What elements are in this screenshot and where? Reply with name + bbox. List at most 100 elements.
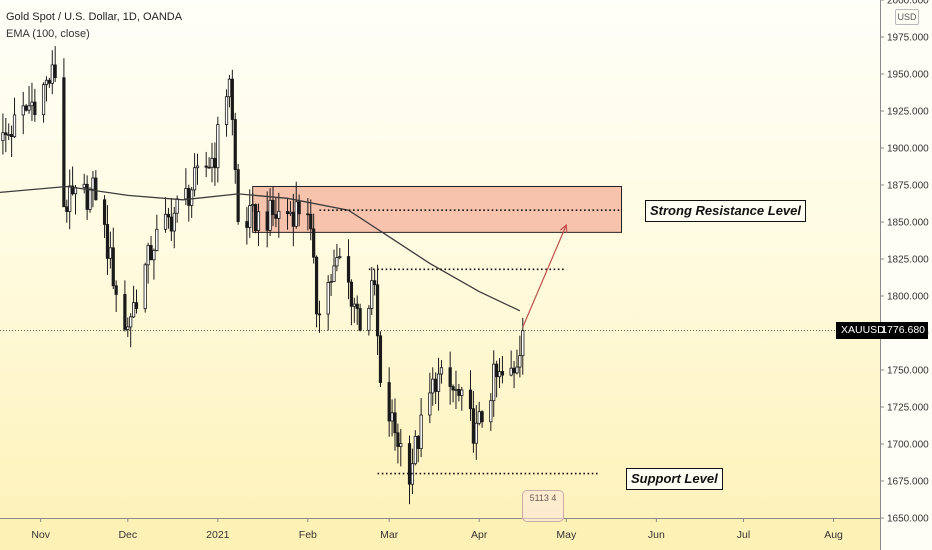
y-tick-label: 1800.000: [887, 292, 929, 303]
candle-bear: [149, 245, 153, 261]
candle-bull: [12, 114, 17, 138]
x-tick-label: Dec: [118, 529, 137, 541]
candle-bull: [7, 134, 11, 136]
candle-bull: [30, 101, 34, 107]
candle-bear: [47, 79, 51, 84]
price-axis: 1650.000 1675.000 1700.000 1725.000 1750.000…: [880, 0, 932, 550]
candle-bear: [62, 77, 66, 208]
y-tick-label: 1975.000: [887, 33, 929, 44]
candle-bull: [439, 367, 444, 375]
candle-bull: [460, 389, 464, 396]
candle-bear: [471, 408, 475, 444]
candle-bull: [390, 412, 394, 422]
candle-bear: [123, 294, 127, 330]
candle-bear: [233, 119, 237, 170]
candle-bull: [192, 167, 197, 191]
candle-bull: [184, 188, 188, 200]
candle-bull: [370, 280, 374, 309]
candle-bull: [68, 185, 72, 212]
candle-bull: [521, 330, 525, 357]
candle-bear: [187, 188, 191, 206]
x-tick-label: May: [556, 529, 577, 541]
x-tick-label: 2021: [206, 529, 230, 541]
y-tick-label: 1825.000: [887, 255, 929, 266]
candle-bull: [172, 212, 176, 232]
candle-bull: [21, 105, 25, 116]
candle-bull: [268, 199, 272, 231]
candle-bull: [431, 378, 435, 394]
candle-bull: [515, 366, 519, 374]
time-axis: Nov Dec 2021 Feb Mar Apr May Jun Jul Aug: [0, 518, 880, 550]
resistance-label: Strong Resistance Level: [645, 200, 806, 222]
candle-bear: [134, 302, 139, 309]
candle-bull: [497, 371, 502, 378]
candle-bear: [4, 132, 8, 136]
y-tick-label: 1900.000: [887, 144, 929, 155]
candle-bull: [190, 189, 194, 206]
candle-bear: [407, 443, 412, 485]
candle-bear: [358, 308, 362, 331]
x-tick-label: Aug: [824, 529, 843, 541]
candle-bull: [88, 188, 92, 210]
candle-bull: [419, 414, 423, 449]
y-tick-label: 1700.000: [887, 440, 929, 451]
support-label: Support Level: [626, 468, 723, 490]
candle-bear: [24, 105, 28, 111]
candle-bull: [195, 165, 200, 169]
candle-bear: [495, 363, 499, 378]
candle-bull: [477, 411, 481, 424]
candle-bear: [33, 101, 37, 116]
watermark-text: 5113 4: [529, 493, 557, 503]
candle-bull: [129, 316, 133, 328]
candle-bull: [146, 245, 150, 266]
y-tick-label: 1950.000: [887, 70, 929, 81]
time-axis-panel: [0, 518, 880, 550]
y-tick-label: 2000.000: [887, 0, 929, 7]
candle-bear: [85, 183, 89, 210]
y-tick-label: 1750.000: [887, 366, 929, 377]
current-price-tag: XAUUSD 1776.680: [836, 322, 928, 339]
x-tick-label: Jun: [648, 529, 665, 541]
watermark-stamp: 5113 4: [522, 490, 564, 522]
indicator-label: EMA (100, close): [6, 28, 90, 40]
candle-bull: [50, 64, 54, 84]
candle-bull: [227, 78, 232, 98]
candle-bear: [204, 165, 208, 168]
price-axis-panel: [880, 0, 932, 550]
candle-bear: [451, 386, 455, 391]
chart-legend: Gold Spot / U.S. Dollar, 1D, OANDA EMA (…: [6, 9, 182, 43]
ema-100-line: [0, 185, 521, 312]
candle-bear: [349, 281, 354, 307]
candle-bear: [94, 177, 98, 201]
candle-bear: [396, 432, 400, 447]
price-tag-value: 1776.680: [881, 324, 925, 336]
candles: [1, 46, 525, 505]
candle-bear: [309, 213, 313, 230]
projection-arrow: [522, 223, 568, 328]
candle-bear: [468, 389, 473, 410]
candle-bull: [332, 265, 336, 283]
candle-bear: [373, 280, 377, 286]
candle-bear: [355, 303, 359, 309]
candle-bull: [251, 204, 255, 206]
y-tick-label: 1925.000: [887, 107, 929, 118]
y-tick-label: 1875.000: [887, 181, 929, 192]
candle-bear: [111, 247, 115, 287]
currency-unit-button[interactable]: USD: [895, 9, 919, 25]
candle-bear: [10, 134, 14, 138]
x-tick-label: Feb: [299, 529, 317, 541]
candle-bear: [213, 158, 217, 169]
candle-bear: [285, 211, 290, 215]
candle-bear: [387, 382, 391, 422]
candle-bear: [236, 169, 240, 222]
candle-bear: [271, 199, 275, 216]
candle-bull: [413, 435, 417, 465]
candle-bull: [175, 198, 179, 214]
candle-bull: [152, 250, 156, 261]
y-tick-label: 1650.000: [887, 514, 929, 525]
candle-bear: [375, 284, 380, 337]
candle-bull: [91, 177, 95, 190]
candle-bull: [216, 124, 220, 169]
candle-bull: [454, 388, 458, 391]
